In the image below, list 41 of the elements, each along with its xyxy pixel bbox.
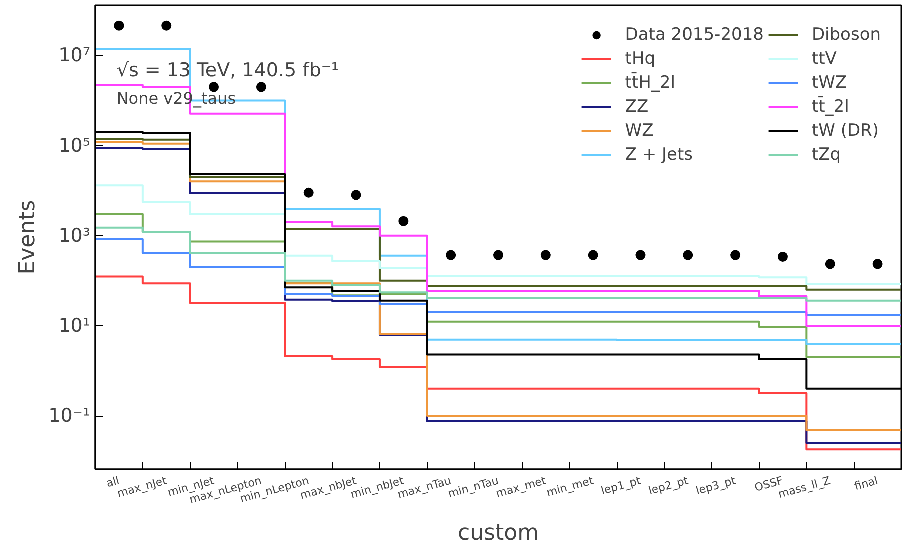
point — [398, 216, 409, 226]
point — [683, 250, 694, 260]
legend-label: Diboson — [812, 25, 881, 45]
x-axis-title: custom — [458, 520, 540, 546]
point — [494, 250, 504, 260]
legend-label: WZ — [625, 121, 654, 141]
x-tick-label: lep1_pt — [600, 474, 644, 498]
point — [730, 250, 741, 260]
y-tick-label: 10³ — [58, 224, 91, 247]
point — [636, 250, 646, 260]
point — [540, 250, 551, 260]
legend-label: Z + Jets — [625, 145, 693, 165]
legend-label: Data 2015-2018 — [625, 25, 764, 45]
legend-label: tt̄_2l — [812, 97, 850, 117]
y-axis-title: Events — [16, 200, 41, 275]
legend-label: tWZ — [812, 73, 848, 93]
x-tick-label: lep2_pt — [647, 474, 691, 498]
legend-label: tZq — [812, 145, 842, 165]
point — [446, 250, 456, 260]
x-tick-label: lep3_pt — [694, 474, 738, 498]
point — [588, 250, 598, 260]
annotation: √s = 13 TeV, 140.5 fb⁻¹ — [116, 59, 340, 82]
legend-label: tHq — [625, 49, 656, 69]
point — [351, 190, 362, 200]
point — [256, 82, 266, 92]
y-tick-label: 10¹ — [58, 314, 91, 337]
point — [825, 259, 836, 270]
y-tick-label: 10⁵ — [58, 134, 91, 157]
point — [778, 252, 788, 262]
x-tick-label: final — [853, 474, 880, 494]
y-tick-label: 10⁷ — [58, 44, 91, 67]
legend-label: tW (DR) — [812, 121, 879, 141]
point — [162, 20, 172, 31]
x-tick-label: all — [105, 474, 121, 490]
point — [872, 259, 883, 270]
legend-label: ZZ — [625, 97, 649, 117]
point — [304, 188, 314, 198]
legend-label: tt̄H_2l — [625, 73, 676, 93]
legend-label: ttV — [812, 49, 837, 69]
point — [114, 20, 124, 31]
y-tick-label: 10⁻¹ — [48, 405, 91, 428]
